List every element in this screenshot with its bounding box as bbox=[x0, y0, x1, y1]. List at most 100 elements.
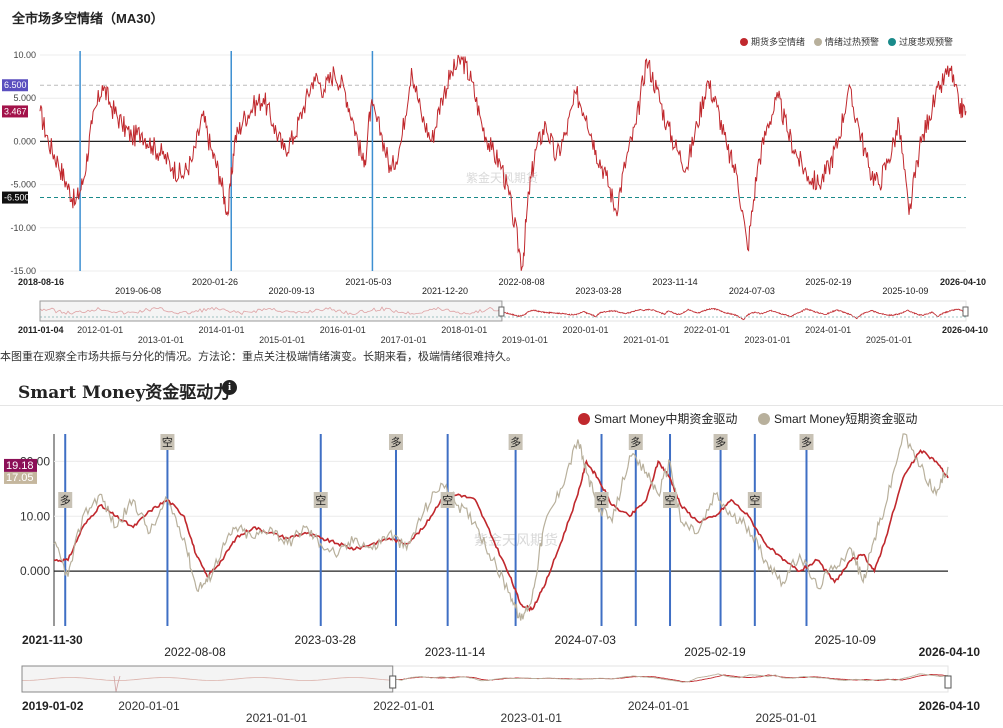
section-divider bbox=[0, 405, 1003, 406]
navigator-tick-label: 2022-01-01 bbox=[373, 699, 435, 713]
x-tick-label: 2021-12-20 bbox=[422, 286, 468, 296]
signal-marker-box bbox=[440, 492, 455, 508]
chart1-description: 本图重在观察全市场共振与分化的情况。方法论：重点关注极端情绪演变。长期来看，极端… bbox=[0, 351, 517, 363]
signal-marker-box bbox=[508, 434, 523, 450]
navigator-left-handle bbox=[498, 306, 505, 317]
navigator-tick-label: 2023-01-01 bbox=[744, 335, 790, 345]
navigator-tick-label: 2025-01-01 bbox=[866, 335, 912, 345]
signal-marker-label: 空 bbox=[665, 493, 676, 507]
watermark: 紫金天风期货 bbox=[466, 170, 538, 185]
x-tick-label: 2022-08-08 bbox=[499, 277, 545, 287]
signal-marker-box bbox=[799, 434, 814, 450]
signal-marker-label: 多 bbox=[60, 493, 71, 507]
x-tick-label: 2025-10-09 bbox=[815, 633, 877, 647]
value-label: 6.500 bbox=[4, 80, 27, 90]
y-tick-label: 0.000 bbox=[13, 136, 36, 146]
x-tick-label: 2018-08-16 bbox=[18, 277, 64, 287]
legend-label: Smart Money中期资金驱动 bbox=[594, 411, 737, 426]
navigator-end-label: 2026-04-10 bbox=[919, 699, 981, 713]
navigator-left-handle bbox=[389, 675, 397, 689]
signal-marker-label: 多 bbox=[510, 435, 521, 449]
signal-marker-label: 空 bbox=[442, 493, 453, 507]
sentiment-chart[interactable]: 期货多空情绪 情绪过热预警 过度悲观预警 10.00 5.000 0.000 -5.000 -… bbox=[0, 30, 1003, 346]
legend-dot bbox=[740, 38, 748, 46]
value-label: 17.05 bbox=[6, 472, 34, 484]
navigator-tick-label: 2015-01-01 bbox=[259, 335, 305, 345]
navigator-mask bbox=[21, 665, 394, 693]
signal-marker-label: 多 bbox=[801, 435, 812, 449]
x-tick-label: 2021-11-30 bbox=[22, 633, 83, 647]
navigator-tick-label: 2019-01-01 bbox=[502, 335, 548, 345]
y-tick-label: 10.00 bbox=[13, 50, 36, 60]
x-tick-label: 2023-11-14 bbox=[425, 645, 486, 659]
info-icon[interactable]: i bbox=[222, 380, 237, 395]
navigator-right-handle bbox=[944, 675, 952, 689]
signal-marker-label: 多 bbox=[715, 435, 726, 449]
x-tick-label: 2025-02-19 bbox=[805, 277, 851, 287]
x-tick-label: 2023-03-28 bbox=[295, 633, 357, 647]
value-label: 19.18 bbox=[6, 460, 34, 472]
navigator-tick-label: 2025-01-01 bbox=[755, 711, 817, 725]
signal-marker-label: 空 bbox=[315, 493, 326, 507]
legend-label: 期货多空情绪 bbox=[751, 36, 805, 47]
navigator-history-line bbox=[39, 306, 501, 316]
legend-dot bbox=[888, 38, 896, 46]
navigator-end-label: 2026-04-10 bbox=[942, 325, 988, 335]
x-tick-label: 2022-08-08 bbox=[164, 645, 226, 659]
legend-dot bbox=[758, 413, 770, 425]
x-tick-label: 2025-02-19 bbox=[684, 645, 746, 659]
signal-marker-label: 空 bbox=[749, 493, 760, 507]
x-tick-label: 2019-06-08 bbox=[115, 286, 161, 296]
value-label: 3.467 bbox=[4, 106, 27, 116]
value-label-box bbox=[4, 471, 37, 484]
chart2-title: Smart Money资金驱动力 bbox=[18, 383, 231, 403]
signal-marker-box bbox=[663, 492, 678, 508]
signal-marker-box bbox=[388, 434, 403, 450]
x-tick-label: 2023-11-14 bbox=[652, 277, 697, 287]
legend-label: 过度悲观预警 bbox=[899, 36, 953, 47]
signal-marker-label: 空 bbox=[596, 493, 607, 507]
y-tick-label: -5.000 bbox=[10, 180, 36, 190]
navigator-tick-label: 2022-01-01 bbox=[684, 325, 730, 335]
value-label-box bbox=[4, 458, 37, 472]
navigator-tick-label: 2023-01-01 bbox=[501, 711, 563, 725]
legend-dot bbox=[814, 38, 822, 46]
navigator-right-handle bbox=[962, 306, 969, 317]
y-tick-label: -10.00 bbox=[10, 223, 36, 233]
chart1-title: 全市场多空情绪（MA30） bbox=[12, 11, 164, 26]
y-tick-label: 0.000 bbox=[20, 564, 50, 578]
signal-marker-box bbox=[594, 492, 609, 508]
x-tick-label: 2026-04-10 bbox=[919, 645, 981, 659]
navigator-tick-label: 2024-01-01 bbox=[805, 325, 851, 335]
value-label-box bbox=[2, 105, 28, 118]
navigator-start-label: 2011-01-04 bbox=[18, 325, 64, 335]
value-label-box bbox=[2, 191, 28, 204]
signal-marker-box bbox=[313, 492, 328, 508]
navigator-tick-label: 2016-01-01 bbox=[320, 325, 366, 335]
navigator-tick-label: 2018-01-01 bbox=[441, 325, 487, 335]
signal-marker-box bbox=[713, 434, 728, 450]
navigator-tick-label: 2024-01-01 bbox=[628, 699, 690, 713]
navigator-history-line bbox=[21, 677, 391, 681]
navigator-start-label: 2019-01-02 bbox=[22, 699, 84, 713]
y-tick-label: 5.000 bbox=[13, 93, 36, 103]
value-label-box bbox=[2, 79, 28, 92]
x-tick-label: 2023-03-28 bbox=[575, 286, 621, 296]
navigator-tick-label: 2020-01-01 bbox=[118, 699, 180, 713]
navigator-tick-label: 2017-01-01 bbox=[381, 335, 427, 345]
navigator-tick-label: 2021-01-01 bbox=[246, 711, 308, 725]
signal-marker-box bbox=[58, 492, 73, 508]
navigator-tick-label: 2021-01-01 bbox=[623, 335, 669, 345]
x-tick-label: 2020-09-13 bbox=[269, 286, 315, 296]
navigator-mask bbox=[39, 300, 503, 322]
short-term-series-line bbox=[53, 433, 949, 621]
signal-marker-box bbox=[160, 434, 175, 450]
mid-term-series-line bbox=[53, 449, 949, 613]
legend-label: Smart Money短期资金驱动 bbox=[774, 411, 917, 426]
navigator-tick-label: 2014-01-01 bbox=[199, 325, 245, 335]
signal-marker-label: 多 bbox=[390, 435, 401, 449]
navigator-tick-label: 2012-01-01 bbox=[77, 325, 123, 335]
value-label: -6.500 bbox=[4, 193, 30, 203]
y-tick-label: 10.00 bbox=[20, 509, 50, 523]
